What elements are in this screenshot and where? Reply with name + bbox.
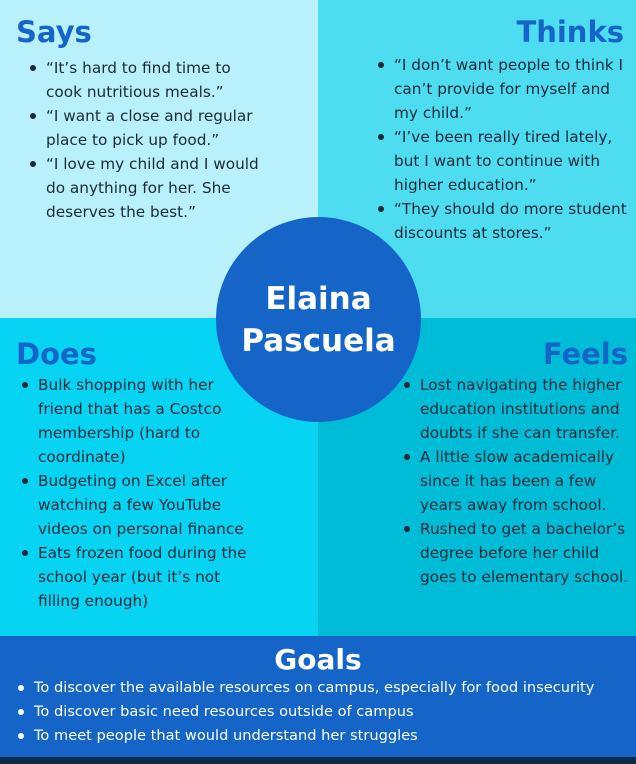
thinks-quadrant: Thinks “I don’t want people to think I c… (318, 0, 636, 318)
says-quadrant: Says “It’s hard to find time to cook nut… (0, 0, 318, 318)
does-item: Budgeting on Excel after watching a few … (20, 469, 258, 541)
persona-first-name: Elaina (265, 280, 372, 317)
goals-list: To discover the available resources on c… (16, 676, 632, 748)
bottom-border (0, 757, 636, 764)
does-item: Bulk shopping with her friend that has a… (20, 373, 258, 469)
thinks-item: “They should do more student discounts a… (376, 197, 632, 245)
does-title: Does (16, 337, 97, 371)
goals-item: To discover basic need resources outside… (16, 700, 632, 724)
goals-title: Goals (274, 643, 362, 676)
does-item: Eats frozen food during the school year … (20, 541, 258, 613)
says-item: “I love my child and I would do anything… (28, 152, 268, 224)
goals-item: To meet people that would understand her… (16, 724, 632, 748)
says-item: “I want a close and regular place to pic… (28, 104, 268, 152)
thinks-title: Thinks (516, 15, 624, 49)
persona-name-circle: Elaina Pascuela (216, 217, 421, 422)
thinks-list: “I don’t want people to think I can’t pr… (376, 53, 632, 245)
feels-item: Lost navigating the higher education ins… (402, 373, 630, 445)
does-list: Bulk shopping with her friend that has a… (20, 373, 258, 613)
persona-last-name: Pascuela (241, 322, 396, 359)
goals-item: To discover the available resources on c… (16, 676, 632, 700)
says-item: “It’s hard to find time to cook nutritio… (28, 56, 268, 104)
goals-section: Goals To discover the available resource… (0, 636, 636, 757)
feels-quadrant: Feels Lost navigating the higher educati… (318, 318, 636, 636)
says-title: Says (16, 15, 92, 49)
feels-item: Rushed to get a bachelor’s degree before… (402, 517, 630, 589)
says-list: “It’s hard to find time to cook nutritio… (28, 56, 268, 224)
feels-title: Feels (542, 337, 628, 371)
thinks-item: “I don’t want people to think I can’t pr… (376, 53, 632, 125)
thinks-item: “I’ve been really tired lately, but I wa… (376, 125, 632, 197)
feels-item: A little slow academically since it has … (402, 445, 630, 517)
feels-list: Lost navigating the higher education ins… (402, 373, 630, 589)
